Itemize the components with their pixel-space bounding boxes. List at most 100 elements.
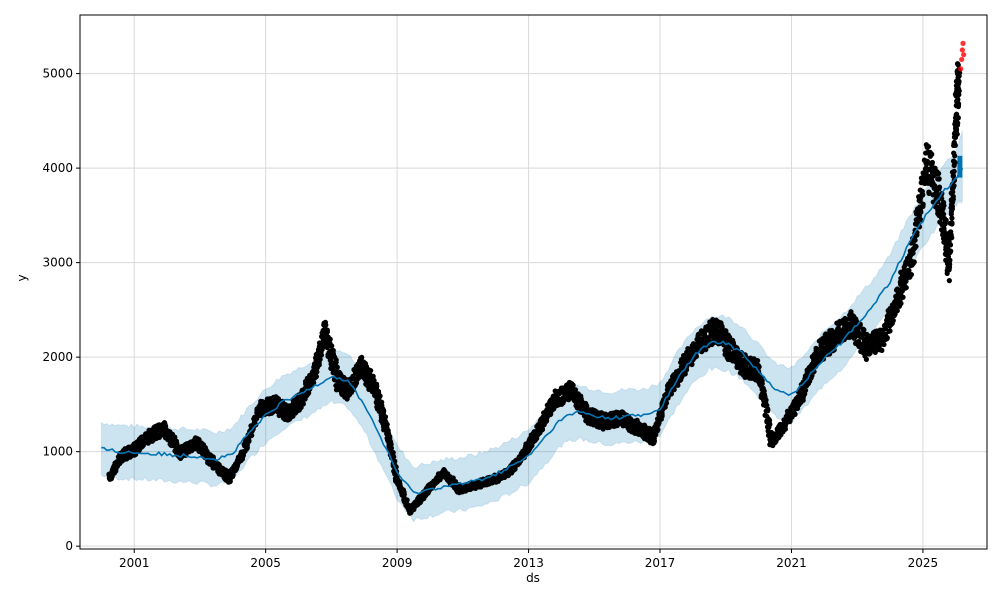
observed-point <box>863 356 870 362</box>
observed-point <box>947 241 953 247</box>
observed-point <box>948 229 954 235</box>
y-axis-label: y <box>15 274 29 281</box>
observed-point <box>903 284 909 291</box>
observed-point <box>655 426 661 433</box>
x-tick-label: 2009 <box>382 556 413 570</box>
x-tick-label: 2017 <box>645 556 676 570</box>
observed-point <box>949 235 955 241</box>
observed-point <box>388 445 395 451</box>
observed-point <box>384 421 390 428</box>
observed-point <box>333 357 339 363</box>
outlier-point <box>959 56 965 63</box>
observed-point <box>719 324 725 330</box>
observed-point <box>723 328 729 334</box>
observed-point <box>867 350 873 356</box>
observed-point <box>792 411 798 417</box>
observed-point <box>947 249 953 256</box>
observed-point <box>940 211 947 217</box>
y-axis: 0 1000 2000 3000 4000 5000 <box>42 67 80 553</box>
observed-point <box>906 268 912 274</box>
x-axis: 2001 2005 2009 2013 2017 2021 2025 <box>119 549 938 570</box>
observed-point <box>334 364 340 370</box>
observed-point <box>936 170 942 177</box>
observed-point <box>955 62 961 68</box>
observed-point <box>329 343 335 349</box>
observed-point <box>925 143 932 150</box>
observed-point <box>318 352 325 358</box>
observed-point <box>767 421 773 427</box>
plot-frame <box>79 14 988 550</box>
y-tick-label: 2000 <box>42 350 73 364</box>
y-tick-label: 1000 <box>42 445 73 459</box>
observed-point <box>382 414 389 420</box>
forecast-line <box>101 167 964 495</box>
observed-point <box>163 423 169 429</box>
observed-point <box>313 373 320 380</box>
observed-point <box>900 294 906 300</box>
observed-point <box>344 396 350 402</box>
forecast-horizon-block <box>957 155 963 178</box>
observed-point <box>949 206 955 212</box>
observed-point <box>887 328 893 334</box>
observed-point <box>956 101 962 107</box>
observed-point <box>954 119 960 125</box>
y-tick-label: 3000 <box>42 256 73 270</box>
observed-point <box>764 407 771 413</box>
observed-point <box>949 215 955 221</box>
x-tick-label: 2013 <box>513 556 544 570</box>
observed-point <box>955 96 961 102</box>
observed-point <box>946 278 952 284</box>
observed-point <box>327 336 333 342</box>
observed-point <box>548 411 554 417</box>
y-tick-label: 0 <box>65 539 73 553</box>
x-tick-label: 2001 <box>119 556 150 570</box>
observed-point <box>381 408 387 414</box>
observed-point <box>391 454 397 460</box>
observed-point <box>953 128 959 134</box>
y-tick-label: 5000 <box>42 67 73 81</box>
observed-point <box>911 259 917 265</box>
outlier-point <box>960 40 966 46</box>
x-tick-label: 2005 <box>250 556 281 570</box>
observed-point <box>404 497 410 503</box>
observed-point <box>140 442 147 448</box>
observed-point <box>956 88 962 94</box>
observed-point <box>397 481 403 487</box>
observed-point <box>947 257 953 263</box>
observed-point <box>324 329 330 335</box>
observed-point <box>756 364 762 370</box>
observed-point <box>913 243 919 249</box>
observed-point <box>948 211 954 217</box>
uncertainty-band <box>100 130 963 523</box>
observed-point <box>373 381 380 387</box>
outlier-point <box>959 47 965 53</box>
observed-point <box>300 401 306 407</box>
observed-point <box>951 183 957 189</box>
observed-point <box>659 412 665 418</box>
x-axis-label: ds <box>526 571 540 585</box>
observed-point <box>703 347 709 353</box>
observed-point <box>370 373 376 379</box>
observed-point <box>936 176 942 182</box>
observed-point <box>682 371 688 377</box>
observed-point <box>894 308 900 314</box>
observed-point <box>802 387 809 394</box>
y-tick-label: 4000 <box>42 161 73 175</box>
x-tick-label: 2021 <box>776 556 807 570</box>
observed-point <box>950 196 956 202</box>
observed-point <box>952 159 958 166</box>
observed-point <box>317 356 323 363</box>
series-layer <box>100 40 967 523</box>
observed-point <box>920 201 926 207</box>
observed-point <box>754 358 761 364</box>
observed-point <box>759 381 765 387</box>
observed-point <box>951 168 957 174</box>
observed-point <box>842 315 848 322</box>
observed-point <box>572 387 579 393</box>
observed-point <box>371 377 377 384</box>
observed-point <box>570 382 576 388</box>
observed-point <box>912 237 918 243</box>
observed-point <box>950 173 956 179</box>
observed-point <box>359 354 365 361</box>
observed-point <box>174 440 180 447</box>
